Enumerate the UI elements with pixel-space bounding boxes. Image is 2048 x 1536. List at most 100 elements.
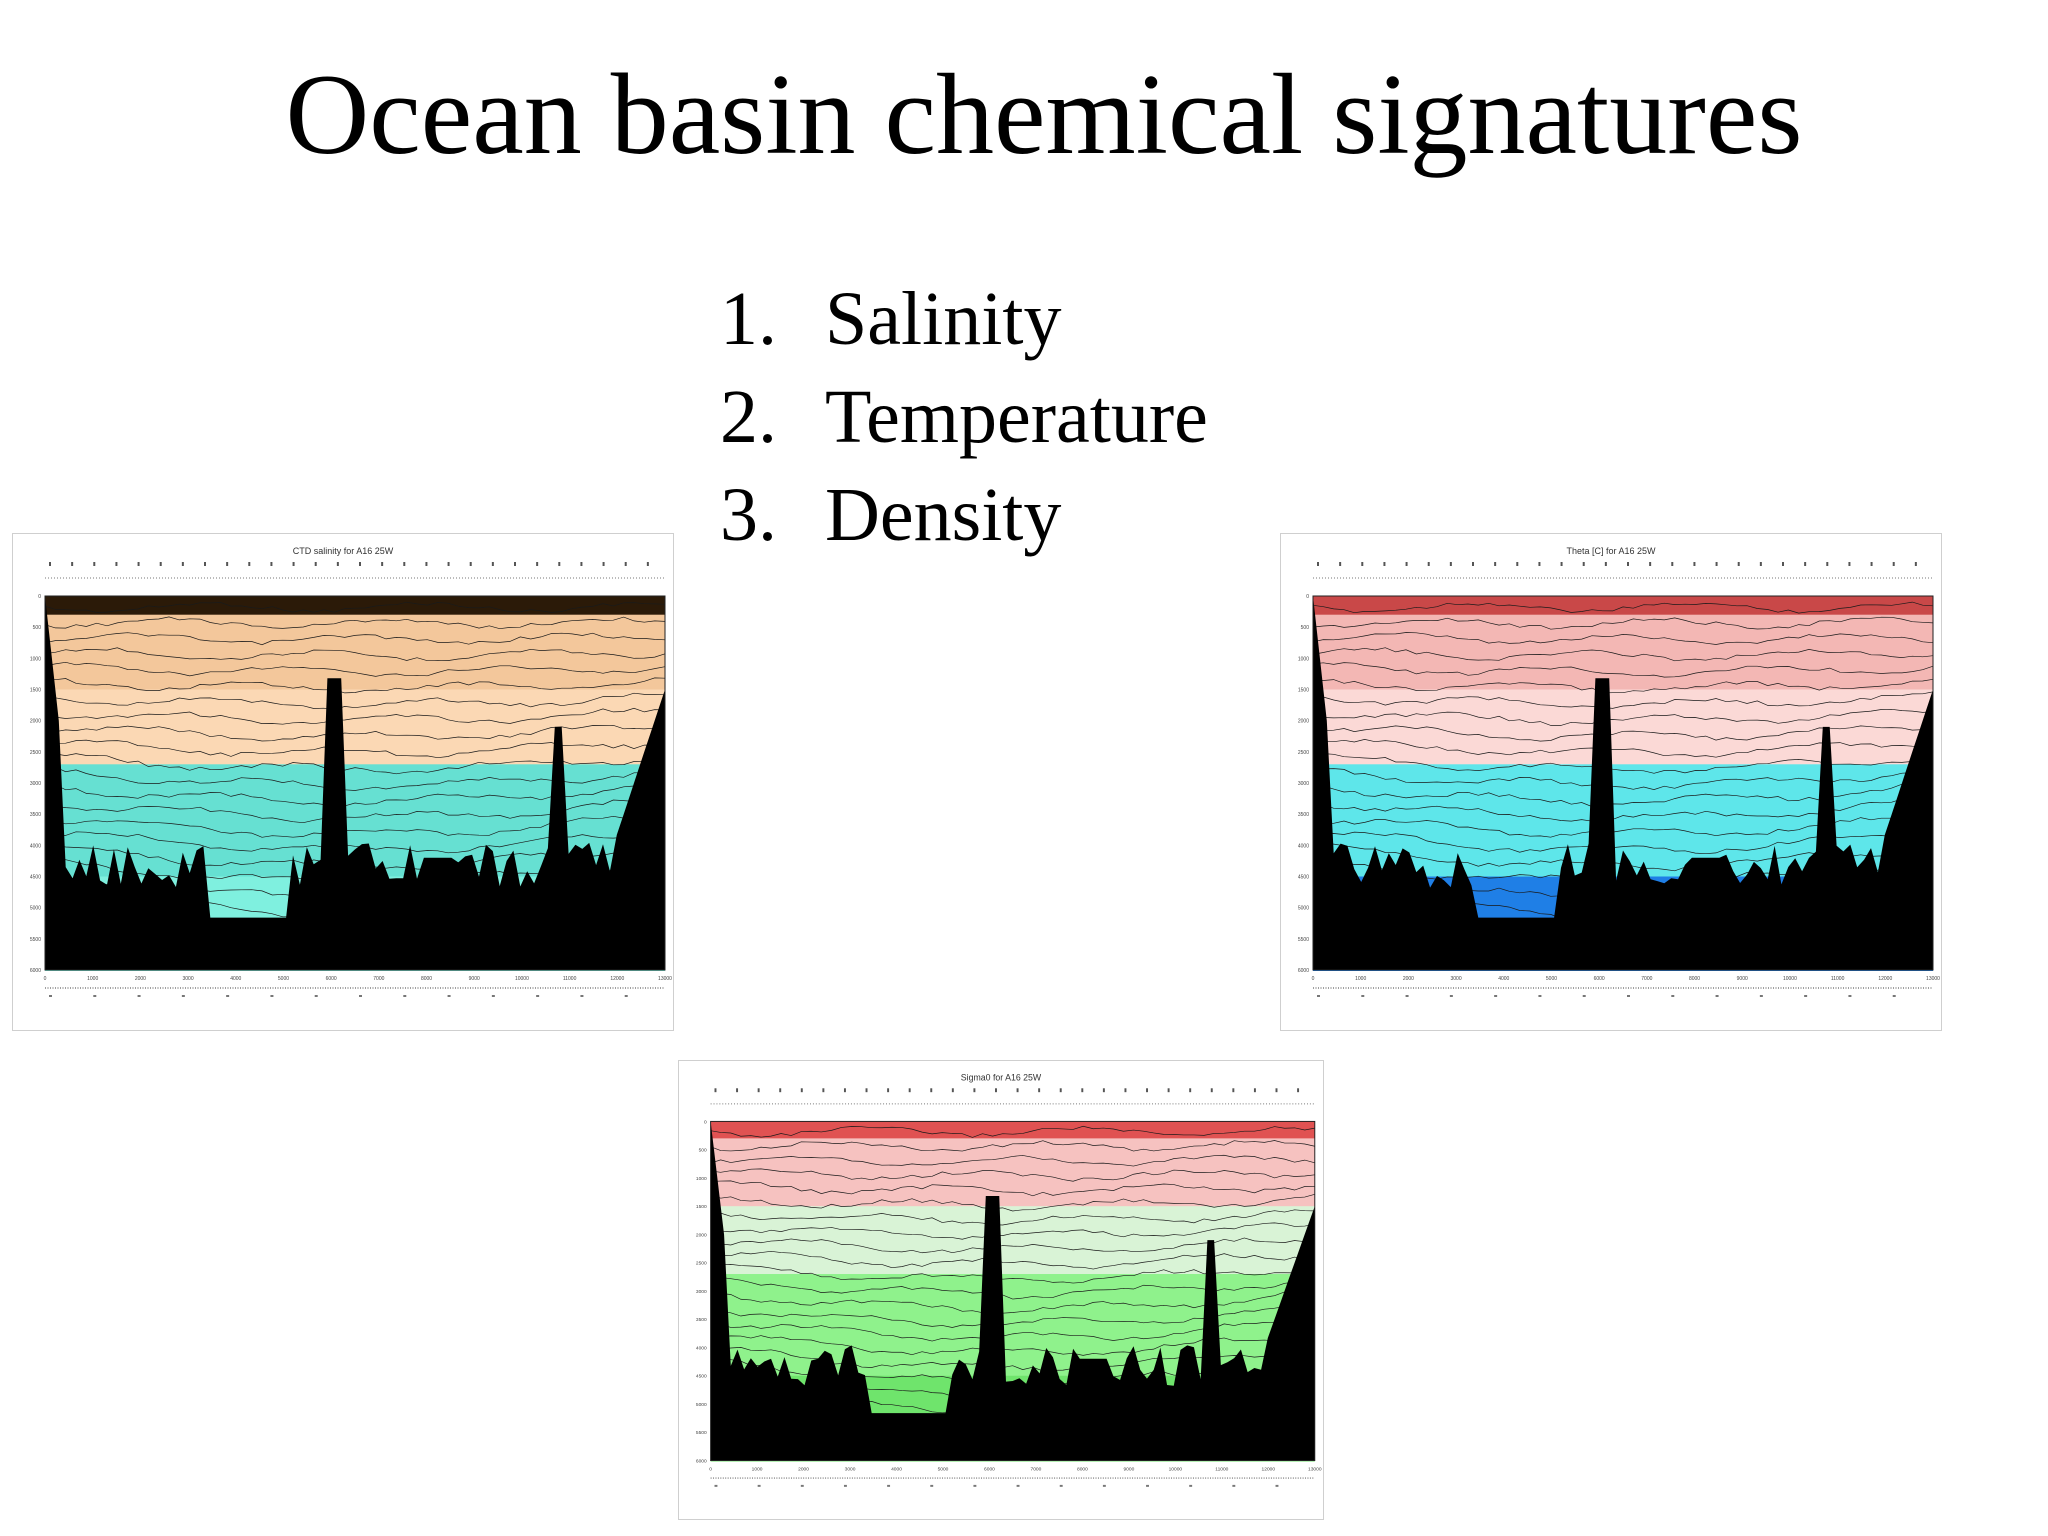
y-tick-label: 5500 [696, 1430, 707, 1436]
x-tick-label: 5000 [278, 976, 289, 982]
contour-line [1312, 678, 1934, 694]
latitude-tick [49, 995, 52, 997]
plot-frame [44, 595, 666, 971]
y-tick-label: 2500 [696, 1261, 707, 1267]
station-tick [1232, 1088, 1235, 1093]
station-tick [270, 562, 273, 566]
station-tick [800, 1088, 803, 1093]
station-tick [1627, 562, 1629, 566]
latitude-tick [1016, 1484, 1020, 1487]
y-tick-label: 500 [1301, 625, 1310, 631]
station-tick [1210, 1088, 1213, 1093]
latitude-tick [973, 1484, 977, 1487]
list-item-number: 3. [720, 473, 777, 557]
latitude-tick [93, 995, 97, 997]
contour-line [710, 1209, 1315, 1226]
contour-line [44, 724, 666, 742]
station-tick [1146, 1088, 1149, 1093]
x-tick-label: 12000 [1878, 976, 1892, 982]
y-tick-label: 6000 [30, 968, 41, 974]
station-tick [491, 562, 494, 566]
density-section-plot: Sigma0 for A16 25W 0 500 1000 1500 2000 2500 30… [696, 1072, 1322, 1487]
latitude-tick [1146, 1484, 1149, 1487]
station-tick [973, 1088, 976, 1093]
temperature-section-figure: Theta [C] for A16 25W 0 500 1000 1500 2000 250… [1280, 533, 1942, 1031]
station-tick [71, 562, 74, 566]
station-tick [1016, 1088, 1019, 1093]
latitude-tick [1317, 995, 1320, 997]
y-tick-label: 3500 [1298, 812, 1309, 818]
y-tick-label: 2000 [1298, 719, 1309, 725]
station-tick [403, 562, 406, 566]
contour-line [1312, 632, 1934, 645]
latitude-tick [1804, 995, 1808, 997]
station-tick [843, 1088, 846, 1093]
x-tick-label: 11000 [1831, 976, 1845, 982]
latitude-tick [1232, 1484, 1236, 1487]
y-tick-label: 500 [699, 1148, 707, 1154]
contour-line [710, 1140, 1315, 1152]
y-tick-label: 0 [1306, 594, 1309, 600]
x-tick-label: 8000 [1689, 976, 1700, 982]
x-tick-label: 6000 [326, 976, 337, 982]
station-tick [1494, 562, 1497, 566]
contour-line [710, 1180, 1315, 1197]
station-tick [602, 562, 605, 566]
contour-line [1312, 616, 1934, 630]
x-tick-label: 3000 [1451, 976, 1462, 982]
x-tick-label: 10000 [1783, 976, 1797, 982]
contour-line [710, 1222, 1315, 1240]
x-tick-label: 9000 [469, 976, 480, 982]
plot-title: Sigma0 for A16 25W [961, 1072, 1042, 1082]
x-tick-label: 12000 [1262, 1466, 1276, 1472]
y-tick-label: 0 [38, 594, 41, 600]
station-tick [1059, 1088, 1062, 1093]
station-tick [1472, 562, 1474, 566]
y-tick-label: 3000 [696, 1289, 707, 1295]
x-tick-label: 2000 [798, 1466, 809, 1472]
contour-line [44, 707, 666, 725]
y-tick-label: 6000 [696, 1458, 707, 1464]
station-tick [181, 562, 184, 566]
station-tick [1826, 562, 1829, 566]
plot-title: CTD salinity for A16 25W [293, 546, 394, 556]
latitude-tick [491, 995, 495, 997]
latitude-tick [1715, 995, 1719, 997]
station-tick [447, 562, 450, 566]
x-tick-label: 1000 [752, 1466, 763, 1472]
y-tick-label: 1000 [30, 656, 41, 662]
latitude-tick [887, 1484, 891, 1487]
x-tick-label: 6000 [984, 1466, 995, 1472]
station-tick [1124, 1088, 1127, 1093]
contour-line [1312, 691, 1934, 709]
station-tick [1189, 1088, 1192, 1093]
property-band [710, 1121, 1315, 1140]
station-tick [1759, 562, 1762, 566]
contour-line [44, 647, 666, 662]
x-tick-label: 0 [1312, 976, 1315, 982]
contour-line [44, 677, 666, 694]
seafloor-profile [710, 1121, 1315, 1461]
station-tick [714, 1088, 717, 1093]
station-tick [1317, 562, 1319, 566]
y-tick-label: 3000 [1298, 781, 1309, 787]
station-tick [580, 562, 583, 566]
y-tick-label: 6000 [1298, 968, 1309, 974]
y-tick-label: 4500 [696, 1374, 707, 1380]
latitude-tick [1449, 995, 1453, 997]
x-tick-label: 4000 [1498, 976, 1509, 982]
property-band [45, 596, 665, 616]
station-tick [624, 562, 627, 566]
latitude-tick [359, 995, 362, 997]
station-tick [1361, 562, 1364, 566]
x-tick-label: 3000 [845, 1466, 856, 1472]
plot-title: Theta [C] for A16 25W [1566, 546, 1656, 556]
latitude-tick [1627, 995, 1630, 997]
list-item-number: 2. [720, 375, 777, 459]
list-item-label: Density [825, 473, 1062, 557]
seafloor-profile [1313, 596, 1933, 970]
property-band [1313, 689, 1933, 766]
station-tick [115, 562, 118, 566]
station-tick [336, 562, 339, 566]
y-tick-label: 3000 [30, 781, 41, 787]
